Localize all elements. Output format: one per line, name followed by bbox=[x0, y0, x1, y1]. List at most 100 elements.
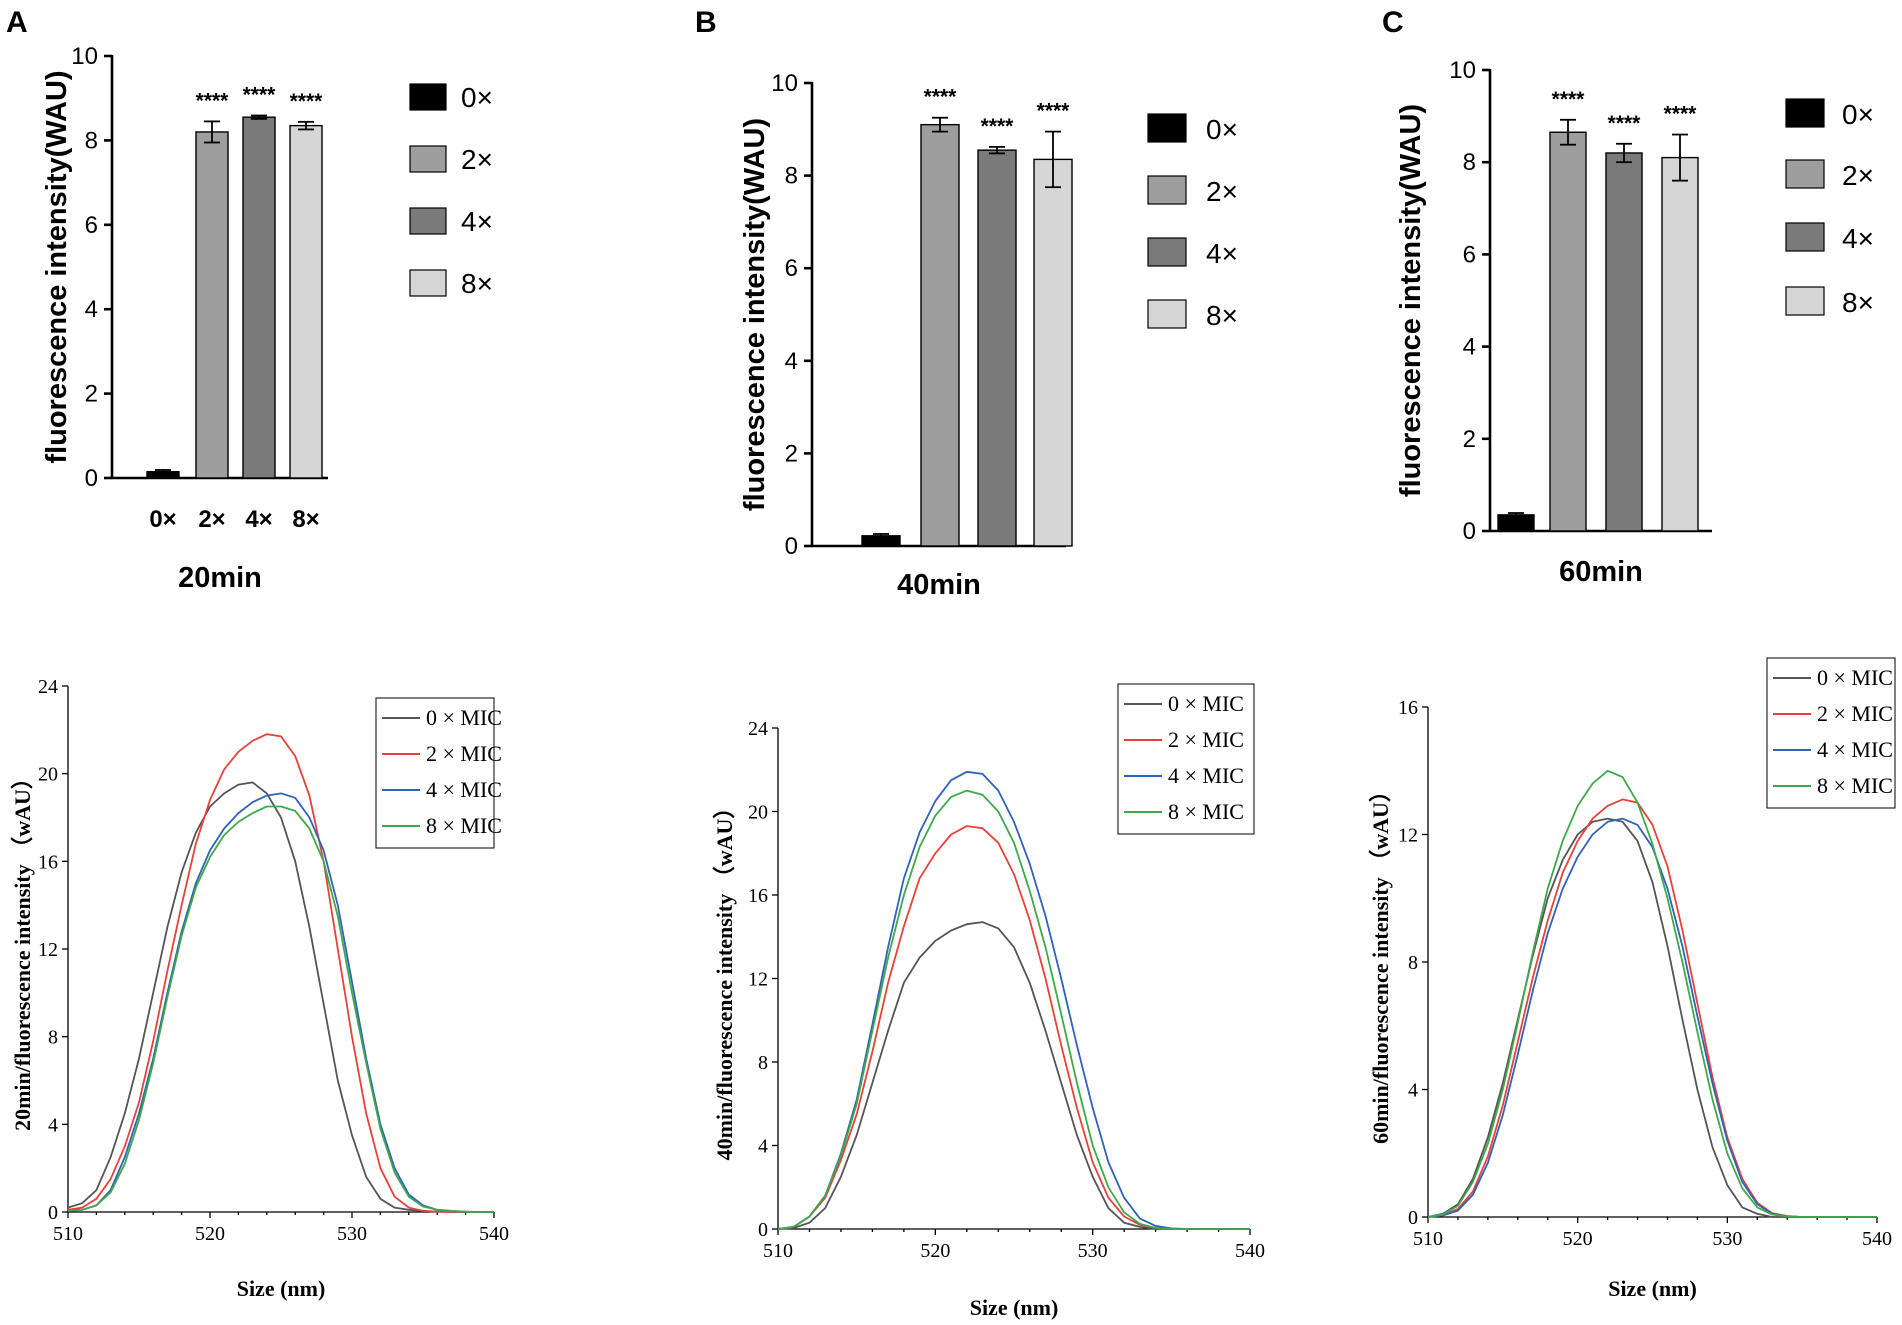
y-tick-label: 0 bbox=[1408, 1207, 1418, 1229]
y-axis-label: 20min/fluorescence intensity （wAU） bbox=[10, 767, 35, 1131]
x-tick-label: 530 bbox=[337, 1223, 367, 1245]
x-axis-label: Size (nm) bbox=[237, 1276, 326, 1301]
legend-label: 8× bbox=[1842, 287, 1874, 318]
legend-swatch bbox=[1147, 237, 1187, 267]
y-tick-label: 4 bbox=[1463, 334, 1476, 361]
x-tick-label: 4× bbox=[245, 506, 272, 533]
series-line bbox=[67, 733, 494, 1213]
legend-label: 4 × MIC bbox=[1168, 763, 1244, 788]
bar bbox=[1661, 156, 1699, 532]
y-tick-label: 6 bbox=[1463, 241, 1476, 268]
bar bbox=[1605, 152, 1643, 532]
legend-label: 2× bbox=[1206, 176, 1238, 207]
significance-stars: **** bbox=[981, 115, 1015, 138]
legend-swatch bbox=[1147, 299, 1187, 329]
y-axis-label: 40min/fluorescence intensity （wAU） bbox=[712, 797, 737, 1161]
series-line bbox=[67, 805, 494, 1213]
significance-stars: **** bbox=[290, 90, 324, 113]
legend-swatch bbox=[409, 207, 447, 235]
x-tick-label: 540 bbox=[1862, 1228, 1892, 1250]
x-tick-label: 510 bbox=[53, 1223, 83, 1245]
legend-label: 8× bbox=[1206, 300, 1238, 331]
chart-title: 60min bbox=[1559, 556, 1643, 588]
legend-label: 2 × MIC bbox=[1817, 701, 1893, 726]
bar bbox=[195, 131, 229, 479]
y-axis-label: fluorescence intensity(WAU) bbox=[41, 70, 73, 463]
legend-label: 2 × MIC bbox=[1168, 727, 1244, 752]
legend-label: 4 × MIC bbox=[1817, 737, 1893, 762]
legend-box bbox=[1766, 657, 1896, 809]
legend-label: 0 × MIC bbox=[1817, 665, 1893, 690]
series-line bbox=[1427, 798, 1877, 1218]
x-tick-label: 530 bbox=[1078, 1240, 1108, 1262]
panel-label-c: C bbox=[1382, 6, 1404, 39]
y-tick-label: 0 bbox=[48, 1202, 58, 1224]
x-tick-label: 520 bbox=[920, 1240, 950, 1262]
legend-label: 4× bbox=[1842, 223, 1874, 254]
y-tick-label: 12 bbox=[38, 939, 58, 961]
legend-label: 8 × MIC bbox=[1168, 799, 1244, 824]
y-tick-label: 8 bbox=[758, 1052, 768, 1074]
y-tick-label: 12 bbox=[748, 969, 768, 991]
y-tick-label: 20 bbox=[748, 802, 768, 824]
legend-label: 2× bbox=[461, 144, 493, 175]
legend-swatch bbox=[1785, 222, 1825, 252]
y-axis-label: fluorescence intensity(WAU) bbox=[739, 118, 771, 511]
legend-swatch bbox=[409, 83, 447, 111]
y-tick-label: 2 bbox=[785, 440, 798, 467]
y-tick-label: 6 bbox=[785, 255, 798, 282]
y-tick-label: 8 bbox=[785, 163, 798, 190]
legend-swatch bbox=[1785, 159, 1825, 189]
series-line bbox=[1427, 817, 1877, 1218]
x-tick-label: 530 bbox=[1712, 1228, 1742, 1250]
bar bbox=[242, 116, 276, 479]
significance-stars: **** bbox=[924, 86, 958, 109]
bar bbox=[1033, 158, 1073, 547]
panel-label-b: B bbox=[695, 6, 717, 39]
legend-swatch bbox=[409, 269, 447, 297]
y-tick-label: 24 bbox=[38, 676, 58, 698]
x-tick-label: 510 bbox=[1413, 1228, 1443, 1250]
chart-title: 20min bbox=[178, 562, 262, 594]
y-axis-label: 60min/fluorescence intensity （wAU） bbox=[1368, 780, 1393, 1144]
legend-label: 2× bbox=[1842, 160, 1874, 191]
y-tick-label: 6 bbox=[85, 212, 98, 239]
bar bbox=[1549, 131, 1587, 532]
legend-swatch bbox=[409, 145, 447, 173]
y-tick-label: 10 bbox=[1449, 57, 1476, 84]
x-tick-label: 520 bbox=[195, 1223, 225, 1245]
y-tick-label: 8 bbox=[1463, 149, 1476, 176]
legend-label: 0 × MIC bbox=[1168, 691, 1244, 716]
x-tick-label: 0× bbox=[149, 506, 176, 533]
legend-label: 4× bbox=[461, 206, 493, 237]
series-line bbox=[777, 789, 1250, 1230]
legend-label: 8 × MIC bbox=[1817, 773, 1893, 798]
legend-label: 0× bbox=[1206, 114, 1238, 145]
series-line bbox=[67, 792, 494, 1213]
legend-swatch bbox=[1147, 175, 1187, 205]
x-tick-label: 520 bbox=[1563, 1228, 1593, 1250]
y-tick-label: 4 bbox=[758, 1136, 768, 1158]
legend-swatch bbox=[1785, 286, 1825, 316]
y-tick-label: 4 bbox=[1408, 1080, 1418, 1102]
x-tick-label: 510 bbox=[763, 1240, 793, 1262]
significance-stars: **** bbox=[243, 84, 277, 107]
legend-label: 4× bbox=[1206, 238, 1238, 269]
x-tick-label: 540 bbox=[479, 1223, 509, 1245]
legend-label: 8× bbox=[461, 268, 493, 299]
y-tick-label: 16 bbox=[38, 851, 58, 873]
y-tick-label: 2 bbox=[1463, 426, 1476, 453]
y-tick-label: 10 bbox=[771, 70, 798, 97]
legend-label: 0 × MIC bbox=[426, 705, 502, 730]
y-tick-label: 8 bbox=[1408, 952, 1418, 974]
x-axis-label: Size (nm) bbox=[1608, 1276, 1697, 1301]
y-tick-label: 0 bbox=[758, 1219, 768, 1241]
legend-label: 8 × MIC bbox=[426, 813, 502, 838]
x-tick-label: 540 bbox=[1235, 1240, 1265, 1262]
y-tick-label: 10 bbox=[71, 43, 98, 70]
y-tick-label: 4 bbox=[785, 348, 798, 375]
